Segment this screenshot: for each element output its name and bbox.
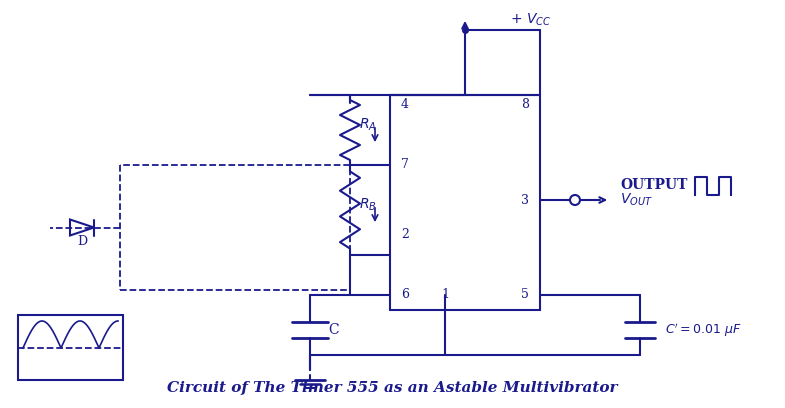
Text: 4: 4 bbox=[401, 98, 409, 111]
Text: Circuit of The Timer 555 as an Astable Multivibrator: Circuit of The Timer 555 as an Astable M… bbox=[166, 381, 617, 395]
Text: $R_B$: $R_B$ bbox=[359, 197, 377, 213]
Text: C: C bbox=[328, 323, 338, 337]
Text: 1: 1 bbox=[441, 288, 449, 302]
Bar bbox=[18, 315, 123, 380]
Text: 8: 8 bbox=[521, 98, 529, 111]
Text: OUTPUT: OUTPUT bbox=[620, 178, 688, 192]
Text: D: D bbox=[77, 235, 87, 248]
Bar bbox=[390, 95, 540, 310]
Text: $C'= 0.01\ \mu F$: $C'= 0.01\ \mu F$ bbox=[665, 321, 742, 339]
Text: $R_A$: $R_A$ bbox=[360, 117, 377, 133]
Text: 5: 5 bbox=[521, 288, 529, 302]
Text: 3: 3 bbox=[521, 193, 529, 206]
Text: $V_{OUT}$: $V_{OUT}$ bbox=[620, 192, 653, 208]
Text: 2: 2 bbox=[401, 228, 409, 242]
Text: 6: 6 bbox=[401, 288, 409, 302]
Text: $+\ V_{CC}$: $+\ V_{CC}$ bbox=[510, 12, 551, 28]
Text: 7: 7 bbox=[401, 158, 409, 171]
